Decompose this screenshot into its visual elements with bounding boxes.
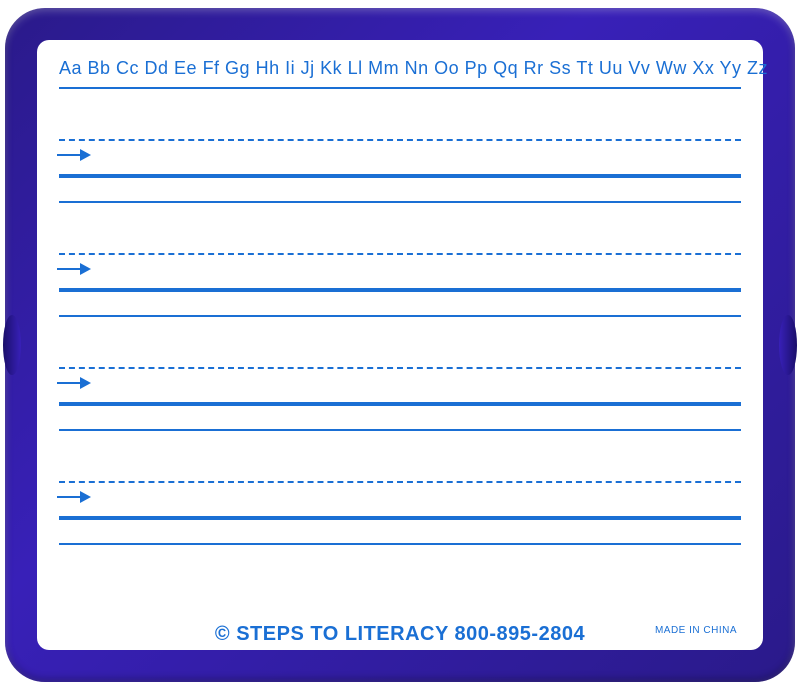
- top-line: [59, 315, 741, 317]
- mid-line: [59, 253, 741, 255]
- writing-row: [59, 315, 741, 429]
- alphabet-reference: Aa Bb Cc Dd Ee Ff Gg Hh Ii Jj Kk Ll Mm N…: [59, 58, 741, 79]
- top-line: [59, 87, 741, 89]
- arrow-icon: [57, 376, 91, 390]
- brand-text: © STEPS TO LITERACY 800-895-2804: [215, 623, 585, 646]
- arrow-icon: [57, 490, 91, 504]
- mid-line: [59, 139, 741, 141]
- top-line: [59, 201, 741, 203]
- mid-line: [59, 367, 741, 369]
- base-line: [59, 288, 741, 292]
- arrow-icon: [57, 148, 91, 162]
- arrow-icon: [57, 262, 91, 276]
- base-line: [59, 516, 741, 520]
- writing-row: [59, 201, 741, 315]
- board-frame: Aa Bb Cc Dd Ee Ff Gg Hh Ii Jj Kk Ll Mm N…: [5, 8, 795, 682]
- writing-rows: [59, 87, 741, 545]
- mid-line: [59, 481, 741, 483]
- base-line: [59, 174, 741, 178]
- final-rule: [59, 543, 741, 545]
- writing-row: [59, 429, 741, 543]
- base-line: [59, 402, 741, 406]
- writing-surface: Aa Bb Cc Dd Ee Ff Gg Hh Ii Jj Kk Ll Mm N…: [37, 40, 763, 650]
- top-line: [59, 429, 741, 431]
- footer: © STEPS TO LITERACY 800-895-2804 MADE IN…: [37, 623, 763, 646]
- made-in-text: MADE IN CHINA: [655, 625, 737, 636]
- writing-row: [59, 87, 741, 201]
